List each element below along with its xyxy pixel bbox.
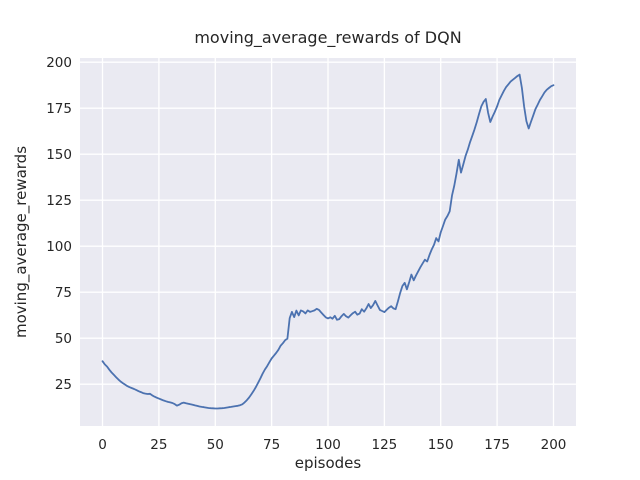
y-tick-label: 175	[46, 101, 72, 117]
y-tick-label: 50	[55, 331, 72, 347]
chart-title: moving_average_rewards of DQN	[194, 28, 462, 47]
y-tick-label: 25	[55, 377, 72, 393]
x-tick-label: 25	[150, 437, 167, 453]
x-tick-label: 75	[263, 437, 280, 453]
x-tick-label: 150	[428, 437, 454, 453]
y-tick-label: 200	[46, 55, 72, 71]
x-tick-label: 50	[207, 437, 224, 453]
y-tick-label: 100	[46, 239, 72, 255]
y-tick-label: 150	[46, 147, 72, 163]
x-tick-label: 0	[98, 437, 107, 453]
data-line	[101, 73, 555, 410]
x-tick-label: 125	[372, 437, 398, 453]
x-tick-label: 175	[484, 437, 510, 453]
x-tick-label: 200	[541, 437, 567, 453]
y-axis-label: moving_average_rewards	[12, 145, 30, 339]
y-tick-label: 75	[55, 285, 72, 301]
y-tick-label: 125	[46, 193, 72, 209]
x-tick-label: 100	[315, 437, 341, 453]
x-axis-label: episodes	[294, 454, 362, 472]
